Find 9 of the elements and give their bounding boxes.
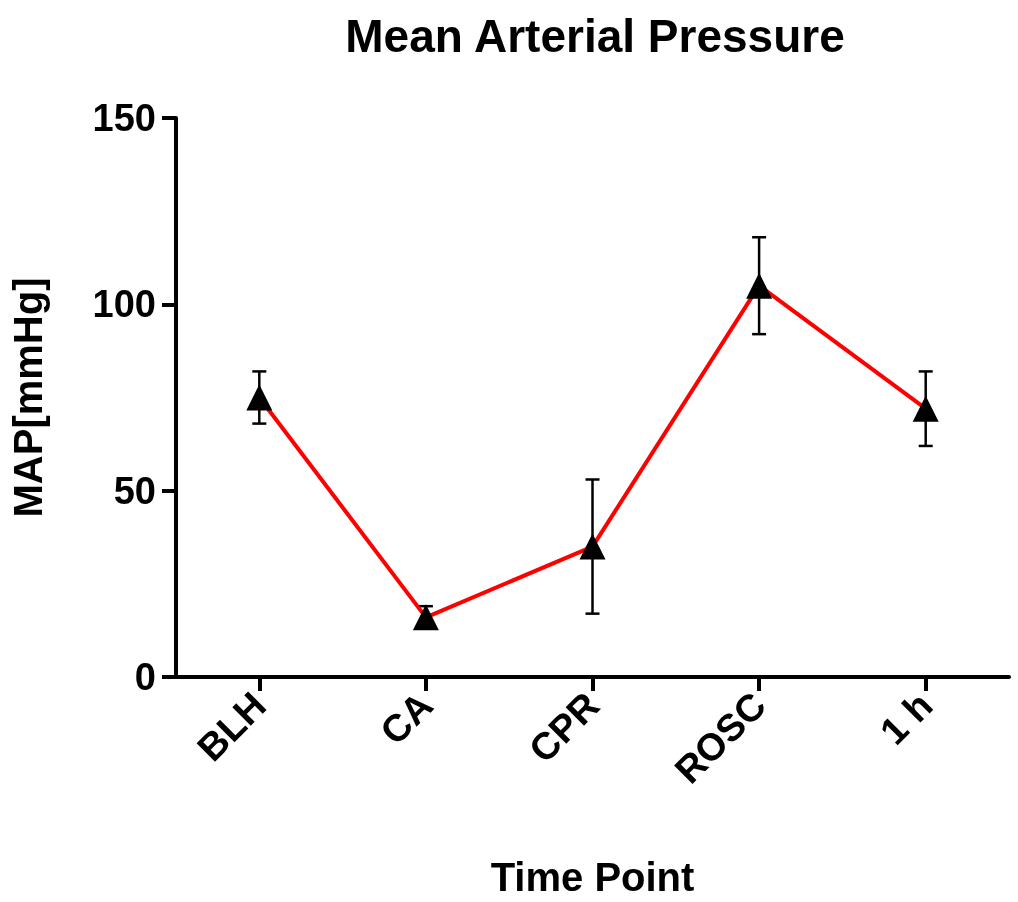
y-tick-label: 150: [92, 97, 156, 139]
chart-title: Mean Arterial Pressure: [345, 10, 845, 62]
y-tick-label: 0: [134, 656, 156, 698]
y-axis-title: MAP[mmHg]: [6, 277, 50, 518]
x-tick-label: CA: [372, 684, 441, 753]
x-tick-label: 1 h: [872, 684, 941, 753]
y-tick-label: 50: [113, 469, 156, 512]
y-tick-label: 100: [92, 283, 156, 326]
x-axis-title: Time Point: [490, 855, 695, 899]
